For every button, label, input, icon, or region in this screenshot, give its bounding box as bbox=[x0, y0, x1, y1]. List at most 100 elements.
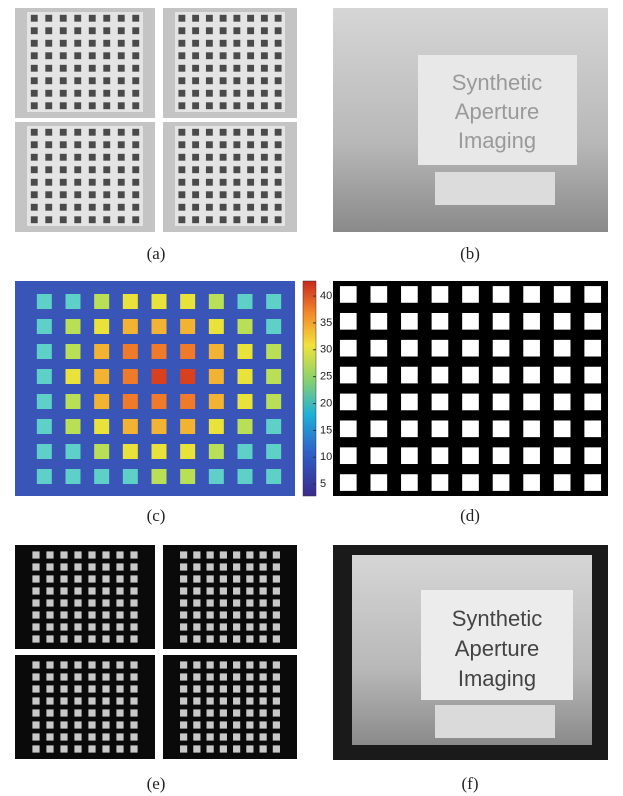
grid-hole bbox=[118, 90, 125, 97]
grid-hole bbox=[238, 469, 253, 484]
grid-hole bbox=[192, 141, 199, 148]
pedestal bbox=[435, 705, 555, 738]
grid-hole bbox=[130, 745, 137, 752]
grid-hole bbox=[266, 344, 281, 359]
grid-hole bbox=[273, 623, 280, 630]
grid-hole bbox=[60, 154, 67, 161]
grid-hole bbox=[273, 575, 280, 582]
grid-hole bbox=[193, 611, 200, 618]
grid-hole bbox=[94, 394, 109, 409]
grid-hole bbox=[193, 575, 200, 582]
grid-hole bbox=[74, 15, 81, 22]
grid-hole bbox=[371, 313, 388, 330]
grid-hole bbox=[207, 623, 214, 630]
grid-hole bbox=[94, 444, 109, 459]
grid-hole bbox=[37, 469, 52, 484]
grid-hole bbox=[432, 340, 449, 357]
grid-hole bbox=[178, 179, 185, 186]
grid-hole bbox=[192, 166, 199, 173]
grid-hole bbox=[116, 709, 123, 716]
grid-hole bbox=[46, 745, 53, 752]
grid-hole bbox=[123, 294, 138, 309]
grid-hole bbox=[132, 216, 139, 223]
grid-hole bbox=[584, 313, 601, 330]
grid-hole bbox=[554, 367, 571, 384]
grid-hole bbox=[246, 623, 253, 630]
grid-hole bbox=[233, 721, 240, 728]
grid-hole bbox=[554, 286, 571, 303]
grid-hole bbox=[118, 15, 125, 22]
grid-hole bbox=[209, 294, 224, 309]
grid-hole bbox=[233, 15, 240, 22]
grid-hole bbox=[207, 635, 214, 642]
grid-hole bbox=[89, 166, 96, 173]
grid-hole bbox=[220, 563, 227, 570]
grid-hole bbox=[220, 551, 227, 558]
grid-hole bbox=[192, 204, 199, 211]
grid-hole bbox=[273, 635, 280, 642]
grid-hole bbox=[103, 166, 110, 173]
grid-hole bbox=[275, 204, 282, 211]
grid-hole bbox=[462, 447, 479, 464]
colorbar-tick-label: 40 bbox=[320, 290, 332, 302]
grid-hole bbox=[74, 685, 81, 692]
grid-hole bbox=[88, 745, 95, 752]
grid-hole bbox=[60, 745, 67, 752]
grid-hole bbox=[206, 204, 213, 211]
grid-hole bbox=[103, 77, 110, 84]
grid-hole bbox=[246, 635, 253, 642]
grid-hole bbox=[273, 709, 280, 716]
grid-hole bbox=[206, 65, 213, 72]
grid-hole bbox=[246, 661, 253, 668]
grid-hole bbox=[89, 179, 96, 186]
grid-hole bbox=[275, 90, 282, 97]
grid-hole bbox=[37, 294, 52, 309]
grid-hole bbox=[31, 204, 38, 211]
grid-hole bbox=[233, 65, 240, 72]
grid-hole bbox=[46, 551, 53, 558]
grid-hole bbox=[45, 154, 52, 161]
grid-hole bbox=[116, 587, 123, 594]
grid-hole bbox=[46, 709, 53, 716]
grid-hole bbox=[220, 635, 227, 642]
grid-hole bbox=[554, 394, 571, 411]
grid-hole bbox=[233, 635, 240, 642]
grid-hole bbox=[260, 673, 267, 680]
grid-hole bbox=[180, 369, 195, 384]
grid-hole bbox=[220, 685, 227, 692]
grid-hole bbox=[584, 367, 601, 384]
grid-hole bbox=[238, 394, 253, 409]
grid-hole bbox=[493, 394, 510, 411]
grid-hole bbox=[37, 369, 52, 384]
grid-hole bbox=[94, 369, 109, 384]
grid-hole bbox=[74, 623, 81, 630]
grid-hole bbox=[180, 344, 195, 359]
grid-hole bbox=[31, 65, 38, 72]
grid-hole bbox=[132, 166, 139, 173]
grid-hole bbox=[66, 319, 81, 334]
image bbox=[175, 12, 285, 112]
grid-hole bbox=[193, 551, 200, 558]
grid-hole bbox=[32, 611, 39, 618]
grid-hole bbox=[275, 15, 282, 22]
grid-hole bbox=[238, 419, 253, 434]
grid-hole bbox=[207, 587, 214, 594]
grid-hole bbox=[260, 551, 267, 558]
grid-hole bbox=[116, 745, 123, 752]
grid-hole bbox=[32, 563, 39, 570]
grid-hole bbox=[180, 611, 187, 618]
grid-hole bbox=[132, 40, 139, 47]
grid-hole bbox=[103, 65, 110, 72]
grid-hole bbox=[60, 129, 67, 136]
grid-hole bbox=[102, 635, 109, 642]
grid-hole bbox=[31, 141, 38, 148]
grid-hole bbox=[74, 587, 81, 594]
grid-hole bbox=[180, 469, 195, 484]
grid-hole bbox=[118, 27, 125, 34]
grid-hole bbox=[102, 733, 109, 740]
grid-hole bbox=[102, 563, 109, 570]
grid-hole bbox=[118, 65, 125, 72]
grid-hole bbox=[180, 444, 195, 459]
grid-hole bbox=[74, 709, 81, 716]
grid-hole bbox=[193, 709, 200, 716]
